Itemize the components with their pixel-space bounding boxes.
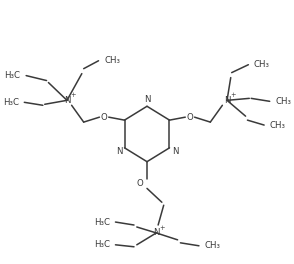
Text: H₃C: H₃C [5,71,21,80]
Text: +: + [230,92,235,98]
Text: CH₃: CH₃ [205,241,220,250]
Text: N: N [224,96,230,105]
Text: N: N [116,147,122,156]
Text: CH₃: CH₃ [275,97,291,106]
Text: N: N [64,96,70,105]
Text: CH₃: CH₃ [270,121,286,130]
Text: +: + [70,92,75,98]
Text: O: O [186,113,193,122]
Text: H₃C: H₃C [94,240,110,249]
Text: +: + [159,225,165,231]
Text: CH₃: CH₃ [254,60,270,69]
Text: O: O [136,179,143,188]
Text: N: N [172,147,178,156]
Text: N: N [144,95,150,104]
Text: H₃C: H₃C [3,98,19,107]
Text: H₃C: H₃C [94,218,110,227]
Text: CH₃: CH₃ [104,56,120,65]
Text: O: O [101,113,108,122]
Text: N: N [153,228,160,237]
